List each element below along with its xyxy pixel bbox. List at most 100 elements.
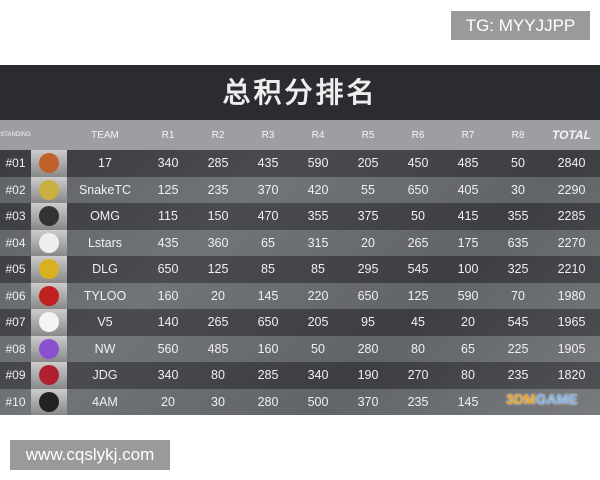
round-score: 30: [511, 182, 525, 197]
round-score: 650: [257, 315, 279, 330]
round-score: 55: [361, 182, 375, 197]
round-score: 485: [207, 341, 229, 356]
round-score: 85: [311, 262, 325, 277]
header-team: TEAM: [91, 129, 119, 141]
round-score: 590: [457, 288, 479, 303]
round-score: 635: [507, 235, 529, 250]
round-score: 435: [157, 235, 179, 250]
team-name: V5: [97, 315, 113, 330]
table-row: #02 SnakeTC 125 235 370 420 55 650 405 30 2290: [0, 176, 600, 203]
team-logo-icon: [39, 365, 59, 386]
round-score: 95: [361, 315, 375, 330]
site-watermark: www.cqslykj.com: [10, 440, 170, 470]
total-score: 1905: [557, 341, 586, 356]
team-logo: [31, 176, 67, 203]
rank: #02: [5, 182, 26, 197]
round-score: 225: [507, 341, 529, 356]
round-score: 160: [257, 341, 279, 356]
rank: #01: [5, 156, 26, 171]
round-score: 115: [158, 209, 178, 224]
round-score: 415: [457, 209, 479, 224]
rank: #09: [5, 368, 26, 383]
team-logo: [31, 362, 67, 389]
table-row: #03 OMG 115 150 470 355 375 50 415 355 2285: [0, 203, 600, 230]
round-score: 545: [507, 315, 529, 330]
team-name: Lstars: [87, 235, 123, 250]
team-logo-icon: [39, 179, 59, 200]
header-r1: R1: [161, 129, 175, 141]
round-score: 100: [457, 262, 479, 277]
round-score: 315: [307, 235, 329, 250]
team-logo-icon: [39, 259, 59, 280]
round-score: 285: [257, 368, 279, 383]
round-score: 375: [357, 209, 379, 224]
round-score: 435: [257, 156, 279, 171]
round-score: 50: [311, 341, 325, 356]
header-r4: R4: [311, 129, 325, 141]
round-score: 265: [207, 315, 229, 330]
round-score: 65: [261, 235, 275, 250]
round-score: 70: [511, 288, 525, 303]
table-row: #07 V5 140 265 650 205 95 45 20 545 1965: [0, 309, 600, 336]
round-score: 145: [257, 288, 279, 303]
round-score: 560: [157, 341, 179, 356]
round-score: 500: [307, 394, 329, 409]
round-score: 220: [307, 288, 329, 303]
round-score: 140: [157, 315, 179, 330]
round-score: 80: [461, 368, 475, 383]
team-name: 4AM: [92, 394, 118, 409]
round-score: 355: [507, 209, 529, 224]
rank: #10: [5, 394, 26, 409]
team-name: OMG: [90, 209, 120, 224]
total-score: 2285: [557, 209, 586, 224]
team-logo: [31, 282, 67, 309]
watermark-part: GAME: [535, 391, 578, 407]
round-score: 420: [307, 182, 329, 197]
team-logo-icon: [39, 232, 59, 253]
round-score: 280: [357, 341, 379, 356]
round-score: 470: [257, 209, 279, 224]
team-logo-icon: [39, 338, 59, 359]
team-logo: [31, 335, 67, 362]
team-name: NW: [94, 341, 116, 356]
telegram-watermark: TG: MYYJJPP: [451, 11, 590, 40]
header-r6: R6: [411, 129, 425, 141]
round-score: 80: [211, 368, 225, 383]
round-score: 295: [357, 262, 379, 277]
team-logo-icon: [39, 312, 59, 333]
round-score: 235: [207, 182, 229, 197]
round-score: 205: [357, 156, 379, 171]
round-score: 190: [357, 368, 379, 383]
round-score: 325: [507, 262, 529, 277]
watermark-part: 3DM: [506, 391, 536, 407]
team-name: SnakeTC: [78, 182, 132, 197]
header-standing: STANDING: [0, 132, 31, 138]
round-score: 50: [411, 209, 425, 224]
round-score: 80: [411, 341, 425, 356]
round-score: 280: [257, 394, 279, 409]
round-score: 160: [157, 288, 179, 303]
round-score: 340: [157, 156, 179, 171]
team-name: DLG: [92, 262, 118, 277]
round-score: 650: [407, 182, 429, 197]
round-score: 405: [457, 182, 479, 197]
total-score: 1820: [557, 368, 586, 383]
rank: #05: [5, 262, 26, 277]
total-score: 1980: [557, 288, 586, 303]
table-row: #09 JDG 340 80 285 340 190 270 80 235 1820: [0, 362, 600, 389]
round-score: 235: [407, 394, 429, 409]
team-logo: [31, 150, 67, 177]
round-score: 590: [307, 156, 329, 171]
round-score: 370: [257, 182, 279, 197]
standings-board: 总积分排名 STANDING TEAM R1 R2 R3 R4 R5 R6 R7…: [0, 65, 600, 415]
rank: #03: [5, 209, 26, 224]
round-score: 30: [211, 394, 225, 409]
round-score: 485: [457, 156, 479, 171]
team-name: 17: [98, 156, 112, 171]
round-score: 125: [157, 182, 179, 197]
standings-rows: #01 17 340 285 435 590 205 450 485 50 2840 #02 Snake…: [0, 150, 600, 415]
rank: #08: [5, 341, 26, 356]
corner-watermark: 3DMGAME: [506, 391, 578, 407]
board-title: 总积分排名: [0, 65, 600, 120]
round-score: 20: [161, 394, 175, 409]
